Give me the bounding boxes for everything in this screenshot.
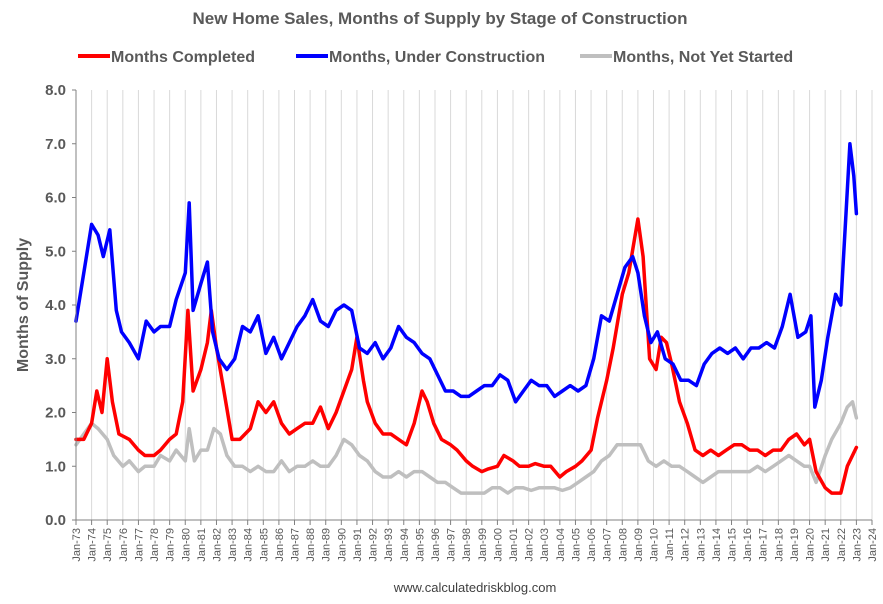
- x-tick-label: Jan-12: [680, 528, 692, 562]
- x-tick-label: Jan-03: [539, 528, 551, 562]
- x-tick-label: Jan-16: [742, 528, 754, 562]
- x-tick-label: Jan-04: [555, 528, 567, 562]
- x-tick-label: Jan-90: [336, 528, 348, 562]
- x-tick-label: Jan-97: [446, 528, 458, 562]
- y-tick-label: 0.0: [45, 512, 66, 529]
- x-tick-label: Jan-09: [633, 528, 645, 562]
- x-tick-label: Jan-05: [570, 528, 582, 562]
- x-tick-label: Jan-22: [836, 528, 848, 562]
- x-tick-label: Jan-74: [87, 528, 99, 562]
- series-line-under-construction: [74, 142, 859, 409]
- series-line-not-yet-started: [74, 400, 859, 495]
- x-tick-label: Jan-85: [258, 528, 270, 562]
- x-tick-label: Jan-19: [789, 528, 801, 562]
- y-tick-label: 1.0: [45, 458, 66, 475]
- chart-title: New Home Sales, Months of Supply by Stag…: [193, 9, 688, 28]
- x-tick-label: Jan-01: [508, 528, 520, 562]
- source-credit: www.calculatedriskblog.com: [393, 580, 557, 595]
- y-tick-label: 4.0: [45, 297, 66, 314]
- y-tick-label: 6.0: [45, 190, 66, 207]
- x-tick-label: Jan-77: [133, 528, 145, 562]
- series-line-completed: [74, 217, 859, 495]
- x-tick-label: Jan-82: [211, 528, 223, 562]
- x-tick-label: Jan-84: [243, 528, 255, 562]
- x-tick-label: Jan-92: [368, 528, 380, 562]
- x-tick-label: Jan-14: [711, 528, 723, 562]
- x-tick-label: Jan-99: [477, 528, 489, 562]
- x-tick-label: Jan-18: [773, 528, 785, 562]
- x-tick-label: Jan-10: [648, 528, 660, 562]
- x-tick-label: Jan-23: [851, 528, 863, 562]
- x-tick-label: Jan-02: [524, 528, 536, 562]
- x-tick-label: Jan-91: [352, 528, 364, 562]
- y-tick-label: 7.0: [45, 136, 66, 153]
- x-tick-label: Jan-75: [102, 528, 114, 562]
- legend-label-under-construction: Months, Under Construction: [329, 49, 545, 66]
- x-tick-label: Jan-87: [290, 528, 302, 562]
- y-tick-label: 2.0: [45, 405, 66, 422]
- legend-label-completed: Months Completed: [111, 49, 255, 66]
- x-tick-label: Jan-78: [149, 528, 161, 562]
- legend-label-not-yet-started: Months, Not Yet Started: [613, 49, 793, 66]
- series-lines: [74, 142, 859, 495]
- x-tick-label: Jan-00: [492, 528, 504, 562]
- x-tick-label: Jan-79: [165, 528, 177, 562]
- y-tick-label: 5.0: [45, 243, 66, 260]
- x-tick-label: Jan-76: [118, 528, 130, 562]
- x-tick-label: Jan-24: [867, 528, 879, 562]
- y-axis-label: Months of Supply: [15, 238, 32, 372]
- x-tick-label: Jan-07: [602, 528, 614, 562]
- legend: Months Completed Months, Under Construct…: [78, 49, 793, 66]
- x-tick-label: Jan-21: [820, 528, 832, 562]
- x-tick-label: Jan-80: [180, 528, 192, 562]
- x-tick-label: Jan-11: [664, 528, 676, 561]
- x-tick-label: Jan-73: [71, 528, 83, 562]
- y-tick-label: 8.0: [45, 82, 66, 99]
- x-tick-label: Jan-95: [414, 528, 426, 562]
- x-tick-label: Jan-08: [617, 528, 629, 562]
- y-tick-label: 3.0: [45, 351, 66, 368]
- x-tick-label: Jan-17: [758, 528, 770, 562]
- x-tick-label: Jan-83: [227, 528, 239, 562]
- x-tick-label: Jan-06: [586, 528, 598, 562]
- x-tick-label: Jan-88: [305, 528, 317, 562]
- x-tick-label: Jan-81: [196, 528, 208, 562]
- x-tick-label: Jan-15: [727, 528, 739, 562]
- x-tick-label: Jan-96: [430, 528, 442, 562]
- x-tick-label: Jan-20: [805, 528, 817, 562]
- x-tick-label: Jan-94: [399, 528, 411, 562]
- x-tick-label: Jan-13: [695, 528, 707, 562]
- x-tick-label: Jan-89: [321, 528, 333, 562]
- x-tick-label: Jan-93: [383, 528, 395, 562]
- axes: Jan-73 Jan-74 Jan-75 Jan-76 Jan-77 Jan-78 Jan-…: [45, 82, 879, 562]
- x-tick-label: Jan-98: [461, 528, 473, 562]
- x-tick-label: Jan-86: [274, 528, 286, 562]
